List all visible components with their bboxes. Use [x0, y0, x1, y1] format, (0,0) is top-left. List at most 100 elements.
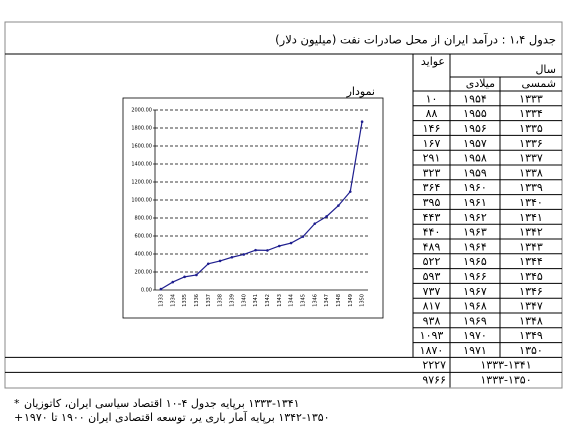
x-tick-label: 1333 [158, 294, 164, 307]
cell-revenue: ۳۹۵ [423, 196, 441, 209]
cell-revenue: ۳۲۳ [423, 166, 441, 179]
data-point [289, 241, 293, 245]
data-point [337, 204, 340, 207]
cell-gregorian: ۱۹۶۹ [463, 314, 487, 327]
y-tick-label: 1200.00 [131, 180, 152, 186]
cell-revenue: ۹۳۸ [423, 314, 441, 327]
data-point [206, 262, 210, 266]
data-point [301, 235, 305, 238]
cell-solar: ۱۳۳۹ [519, 181, 543, 194]
data-point [277, 244, 281, 248]
cell-revenue: ۱۴۶ [423, 122, 441, 135]
cell-revenue: ۴۴۰ [423, 226, 441, 239]
cell-gregorian: ۱۹۶۸ [463, 300, 487, 313]
x-tick-label: 1337 [206, 294, 212, 307]
x-tick-label: 1336 [194, 294, 200, 307]
cell-revenue: ۲۹۱ [423, 152, 441, 165]
y-tick-label: 600.00 [135, 234, 153, 240]
cell-solar: ۱۳۴۵ [519, 270, 543, 283]
data-point [230, 255, 234, 259]
cell-gregorian: ۱۹۶۶ [463, 270, 487, 283]
x-tick-label: 1334 [170, 294, 176, 307]
header-revenue: عواید [421, 55, 445, 68]
data-point [360, 120, 364, 123]
cell-gregorian: ۱۹۶۱ [463, 196, 487, 209]
cell-solar: ۱۳۴۱ [519, 211, 543, 224]
x-tick-label: 1343 [277, 294, 283, 307]
cell-solar: ۱۳۳۷ [519, 152, 543, 165]
header-solar: شمسی [521, 77, 556, 90]
x-tick-label: 1348 [336, 294, 342, 307]
cell-solar: ۱۳۴۰ [519, 196, 543, 209]
cell-solar: ۱۳۴۴ [519, 255, 543, 268]
cell-solar: ۱۳۴۶ [519, 285, 543, 298]
y-tick-label: 0.00 [141, 288, 152, 294]
x-tick-label: 1340 [241, 294, 247, 307]
data-point [266, 249, 269, 252]
cell-revenue: ۱۰۹۳ [420, 329, 444, 342]
cell-solar: ۱۳۳۳ [519, 92, 543, 105]
cell-gregorian: ۱۹۵۴ [463, 92, 487, 105]
data-point [242, 253, 246, 256]
cell-solar: ۱۳۵۰ [519, 344, 543, 357]
y-tick-label: 1800.00 [131, 126, 152, 132]
cell-revenue: ۸۸ [426, 107, 438, 120]
cell-revenue: ۱۰ [426, 92, 438, 105]
data-point [195, 273, 198, 277]
data-point [325, 215, 328, 218]
table-border [4, 21, 563, 389]
cell-revenue: ۸۱۷ [423, 300, 441, 313]
cell-gregorian: ۱۹۶۳ [463, 226, 487, 239]
cell-revenue: ۴۸۹ [423, 240, 441, 253]
data-point [254, 248, 257, 252]
cell-revenue: ۵۹۳ [423, 270, 441, 283]
data-point [183, 275, 186, 279]
data-point [171, 280, 175, 284]
cell-revenue: ۱۸۷۰ [420, 344, 444, 357]
cell-gregorian: ۱۹۶۲ [463, 211, 487, 224]
chart-title: نمودار [346, 85, 375, 98]
header-year: سال [535, 63, 556, 76]
cell-solar: ۱۳۴۲ [519, 226, 543, 239]
cell-solar: ۱۳۳۸ [519, 166, 543, 179]
x-tick-label: 1339 [229, 294, 235, 307]
cell-gregorian: ۱۹۶۷ [463, 285, 487, 298]
y-tick-label: 1600.00 [131, 144, 152, 150]
x-tick-label: 1346 [312, 294, 318, 307]
y-tick-label: 400.00 [135, 252, 153, 258]
cell-gregorian: ۱۹۵۸ [463, 152, 487, 165]
x-tick-label: 1335 [182, 294, 188, 307]
y-tick-label: 800.00 [135, 216, 153, 222]
cell-solar: ۱۳۳۵ [519, 122, 543, 135]
x-tick-label: 1342 [265, 294, 271, 307]
y-tick-label: 2000.00 [131, 108, 152, 114]
data-point [313, 222, 317, 225]
total-range: ۱۳۳۳-۱۳۵۰ [480, 373, 531, 386]
x-tick-label: 1347 [324, 294, 330, 307]
cell-revenue: ۳۶۴ [423, 181, 441, 194]
x-tick-label: 1338 [218, 294, 224, 307]
cell-gregorian: ۱۹۵۷ [463, 137, 487, 150]
x-tick-label: 1345 [300, 294, 306, 307]
total-value: ۹۷۶۶ [422, 373, 446, 386]
data-point [159, 287, 163, 291]
x-tick-label: 1349 [348, 294, 354, 307]
cell-solar: ۱۳۴۳ [519, 240, 543, 253]
cell-revenue: ۵۲۲ [423, 255, 441, 268]
cell-gregorian: ۱۹۶۵ [463, 255, 487, 268]
table-title: جدول ۱،۴ : درآمد ایران از محل صادرات نفت… [275, 33, 556, 48]
cell-gregorian: ۱۹۵۵ [463, 107, 487, 120]
footnote-mark: * [14, 397, 20, 410]
cell-gregorian: ۱۹۵۹ [463, 166, 487, 179]
y-tick-label: 1000.00 [131, 198, 152, 204]
cell-solar: ۱۳۴۸ [519, 314, 543, 327]
y-tick-label: 1400.00 [131, 162, 152, 168]
cell-gregorian: ۱۹۷۱ [463, 344, 487, 357]
cell-solar: ۱۳۳۴ [519, 107, 543, 120]
cell-solar: ۱۳۴۷ [519, 300, 543, 313]
cell-gregorian: ۱۹۵۶ [463, 122, 487, 135]
footnote-mark: + [14, 411, 23, 424]
cell-revenue: ۱۶۷ [423, 137, 441, 150]
footnote-text: ۱۳۴۲-۱۳۵۰ برپایه آمار باری یر، توسعه اقت… [24, 410, 330, 424]
